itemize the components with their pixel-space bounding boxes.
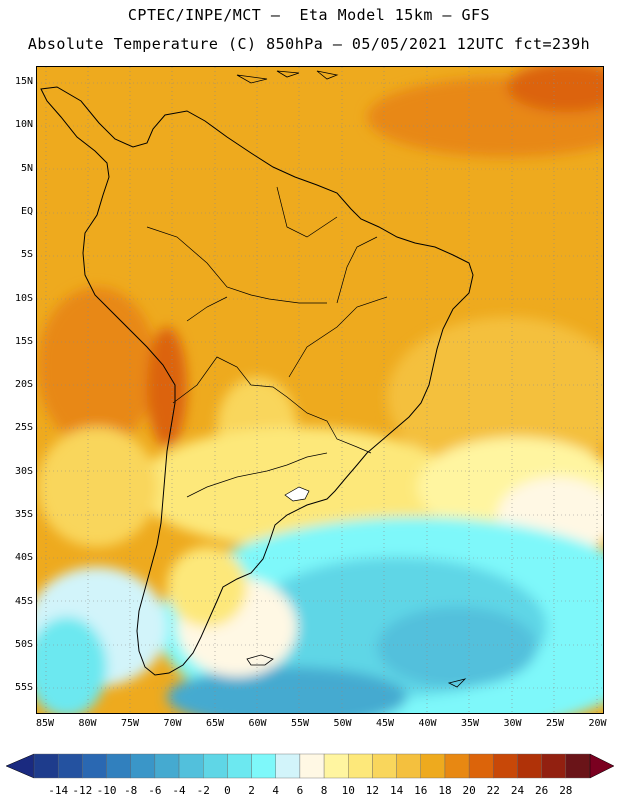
colorbar-cell: [468, 753, 494, 779]
latitude-label: 45S: [14, 595, 33, 607]
longitude-label: 85W: [35, 718, 55, 729]
latitude-label: 50S: [14, 638, 33, 650]
pacific-yellow: [37, 427, 157, 547]
colorbar-cell: [154, 753, 180, 779]
colorbar-tick-label: -10: [96, 784, 117, 797]
colorbar-cell: [251, 753, 276, 779]
colorbar-under-arrow: [5, 753, 35, 779]
longitude-label: 20W: [588, 718, 607, 729]
latitude-label: 15N: [14, 76, 33, 87]
colorbar-tick-label: -8: [124, 784, 138, 797]
colorbar-tick-label: 18: [438, 784, 452, 797]
map-subtitle: Absolute Temperature (C) 850hPa – 05/05/…: [27, 35, 591, 53]
andes-hot-spot: [147, 327, 187, 447]
colorbar-cell: [323, 753, 349, 779]
latitude-label: 5N: [20, 162, 33, 174]
colorbar-tick-label: 26: [535, 784, 549, 797]
temperature-field: [37, 67, 603, 713]
longitude-label: 75W: [120, 718, 140, 729]
latitude-label: 40S: [14, 552, 33, 564]
colorbar-tick-label: 16: [414, 784, 428, 797]
colorbar-cell: [33, 753, 59, 779]
colorbar-tick-label: 12: [365, 784, 380, 797]
colorbar-tick-label: -12: [72, 784, 93, 797]
colorbar-tick-label: 6: [296, 784, 304, 797]
longitude-label: 35W: [460, 718, 480, 729]
map-title: CPTEC/INPE/MCT – Eta Model 15km – GFS: [127, 6, 491, 24]
colorbar-cell: [275, 753, 301, 779]
longitude-label: 45W: [375, 718, 395, 729]
longitude-label: 80W: [78, 718, 97, 729]
latitude-label: 10N: [14, 119, 33, 131]
longitude-label: 30W: [503, 718, 522, 729]
southern-cold-edge: [167, 667, 407, 713]
colorbar-cell: [372, 753, 397, 779]
longitude-label: 25W: [545, 718, 565, 729]
temperature-map: [36, 66, 604, 714]
patagonia-yellow: [167, 547, 247, 627]
colorbar-tick-label: 0: [224, 784, 231, 797]
colorbar-tick-label: 8: [320, 784, 328, 797]
colorbar-tick-label: 4: [272, 784, 280, 797]
colorbar-cell: [348, 753, 373, 779]
latitude-label: 10S: [14, 292, 33, 304]
colorbar-cell: [396, 753, 421, 779]
colorbar-cell: [444, 753, 470, 779]
colorbar-tick-label: -4: [172, 784, 186, 797]
colorbar-cell: [517, 753, 542, 779]
country-borders: [146, 186, 388, 498]
longitude-label: 50W: [333, 718, 352, 729]
colorbar-cell: [420, 753, 446, 779]
cold-core: [377, 607, 537, 687]
colorbar-tick-label: -2: [196, 784, 210, 797]
colorbar-tick-label: 14: [389, 784, 404, 797]
latitude-label: 35S: [14, 509, 33, 520]
latitude-label: 30S: [14, 465, 33, 477]
pacific-warm-band: [37, 287, 157, 447]
colorbar-cell: [299, 753, 325, 779]
colorbar-cell: [178, 753, 204, 779]
colorbar-cell: [106, 753, 131, 779]
pacific-cold: [37, 617, 107, 713]
colorbar-tick-label: 24: [510, 784, 525, 797]
colorbar-cell: [493, 753, 518, 779]
hot-spot-ne: [507, 67, 603, 112]
colorbar-cell: [82, 753, 107, 779]
falkland-islands: [246, 654, 274, 666]
latitude-label: 20S: [14, 379, 33, 391]
south-georgia: [447, 678, 467, 688]
caribbean-islands: [236, 70, 339, 84]
colorbar-cell: [130, 753, 156, 779]
colorbar-tick-label: -6: [148, 784, 162, 797]
colorbar-tick-label: 28: [559, 784, 573, 797]
colorbar-tick-label: 20: [462, 784, 476, 797]
colorbar-cell: [203, 753, 228, 779]
latitude-label: 5S: [20, 249, 33, 261]
latitude-label: 25S: [14, 422, 33, 434]
longitude-label: 55W: [290, 718, 310, 729]
colorbar-cell: [565, 753, 591, 779]
colorbar-cell: [57, 753, 83, 779]
colorbar-tick-label: 10: [341, 784, 355, 797]
subtropical-yellow: [137, 427, 457, 547]
colorbar-cell: [227, 753, 252, 779]
colorbar-cell: [541, 753, 567, 779]
longitude-label: 70W: [163, 718, 182, 729]
latitude-label: EQ: [20, 205, 33, 217]
longitude-label: 60W: [248, 718, 267, 729]
longitude-label: 40W: [418, 718, 437, 729]
colorbar-tick-label: 2: [248, 784, 255, 797]
latitude-label: 55S: [14, 682, 33, 694]
latitude-label: 15S: [14, 335, 33, 347]
colorbar-over-arrow: [589, 753, 615, 779]
colorbar-tick-label: 22: [486, 784, 500, 797]
colorbar-tick-label: -14: [48, 784, 69, 797]
longitude-label: 65W: [205, 718, 225, 729]
brazil-coast-yellow: [387, 317, 603, 477]
south-america-coastline: [40, 86, 474, 676]
temperature-colorbar: [5, 753, 615, 779]
rio-de-la-plata: [284, 486, 310, 502]
